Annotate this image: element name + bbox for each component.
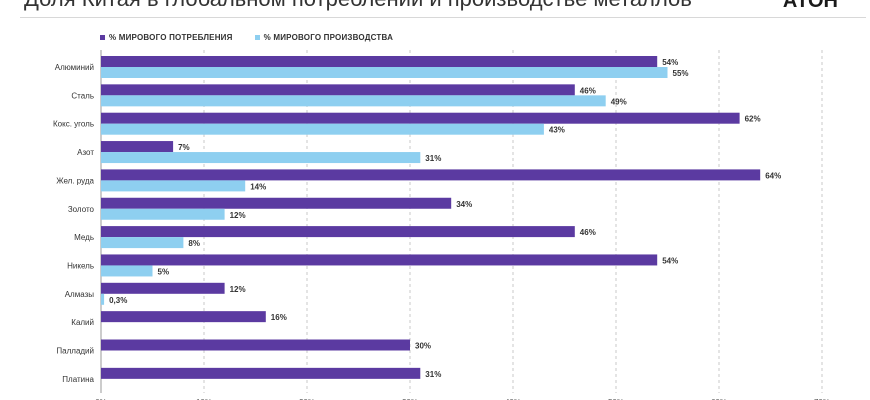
- bar-production: [101, 95, 606, 107]
- data-label: 0,3%: [109, 296, 127, 305]
- category-label: Палладий: [56, 347, 94, 356]
- chart-title: Доля Китая в глобальном потреблении и пр…: [24, 0, 692, 12]
- category-label: Алюминий: [55, 63, 94, 72]
- bar-production: [101, 180, 246, 192]
- bars: [101, 56, 761, 379]
- bar-production: [101, 293, 105, 305]
- x-tick-label: 0%: [95, 398, 107, 400]
- bar-production: [101, 265, 153, 277]
- data-label: 31%: [425, 154, 441, 163]
- data-label: 62%: [745, 115, 761, 124]
- bar-consumption: [101, 112, 740, 124]
- category-label: Кокс. уголь: [53, 120, 94, 129]
- bar-consumption: [101, 311, 266, 323]
- legend-item-consumption: % МИРОВОГО ПОТРЕБЛЕНИЯ: [100, 33, 233, 42]
- legend-label-production: % МИРОВОГО ПРОИЗВОДСТВА: [263, 33, 394, 42]
- data-label: 34%: [456, 200, 472, 209]
- bar-production: [101, 123, 544, 135]
- brand-logo: АТОН: [782, 0, 838, 12]
- bar-consumption: [101, 282, 225, 294]
- bar-consumption: [101, 254, 658, 266]
- category-label: Азот: [77, 148, 94, 157]
- bar-consumption: [101, 169, 761, 181]
- chart-legend: % МИРОВОГО ПОТРЕБЛЕНИЯ % МИРОВОГО ПРОИЗВ…: [100, 33, 393, 42]
- bar-production: [101, 67, 668, 78]
- legend-label-consumption: % МИРОВОГО ПОТРЕБЛЕНИЯ: [109, 33, 233, 42]
- data-label: 43%: [549, 126, 565, 135]
- category-label: Сталь: [71, 91, 94, 100]
- data-label: 49%: [611, 97, 627, 106]
- category-label: Калий: [71, 318, 94, 327]
- bar-production: [101, 152, 421, 164]
- legend-swatch-consumption: [100, 35, 105, 40]
- data-label: 16%: [271, 313, 287, 322]
- x-tick-label: 10%: [196, 398, 212, 400]
- legend-swatch-production: [254, 35, 260, 40]
- x-tick-label: 20%: [299, 398, 315, 400]
- data-label: 14%: [250, 182, 266, 191]
- category-label: Никель: [67, 261, 94, 270]
- bar-production: [101, 208, 225, 220]
- data-label: 55%: [673, 69, 689, 78]
- header-divider: [20, 17, 866, 18]
- category-label: Медь: [74, 233, 94, 242]
- data-label: 5%: [158, 267, 170, 276]
- category-label: Золото: [68, 205, 95, 214]
- x-tick-label: 40%: [505, 398, 521, 400]
- bar-consumption: [101, 197, 452, 209]
- bar-consumption: [101, 226, 575, 238]
- bar-consumption: [101, 141, 174, 153]
- data-label: 30%: [415, 342, 431, 351]
- bar-production: [101, 237, 184, 249]
- category-label: Алмазы: [65, 290, 95, 299]
- bar-consumption: [101, 56, 658, 67]
- x-tick-label: 70%: [814, 398, 830, 400]
- x-tick-label: 30%: [402, 398, 418, 400]
- bar-consumption: [101, 339, 410, 351]
- bar-consumption: [101, 84, 575, 96]
- data-label: 12%: [230, 285, 246, 294]
- category-label: Жел. руда: [56, 176, 94, 185]
- data-label: 64%: [765, 171, 781, 180]
- data-label: 7%: [178, 143, 190, 152]
- data-label: 8%: [188, 239, 200, 248]
- labels: 0% 10% 20% 30% 40% 50% 60% 70% Алюминий 54% 55% Ста…: [53, 58, 830, 400]
- data-label: 46%: [580, 86, 596, 95]
- data-label: 31%: [425, 370, 441, 379]
- grid-lines: [100, 50, 823, 393]
- category-label: Платина: [62, 375, 94, 384]
- data-label: 46%: [580, 228, 596, 237]
- x-tick-label: 60%: [711, 398, 727, 400]
- data-label: 12%: [230, 211, 246, 220]
- legend-item-production: % МИРОВОГО ПРОИЗВОДСТВА: [254, 33, 394, 42]
- bar-consumption: [101, 367, 421, 379]
- x-tick-label: 50%: [608, 398, 624, 400]
- data-label: 54%: [662, 256, 678, 265]
- data-label: 54%: [662, 58, 678, 67]
